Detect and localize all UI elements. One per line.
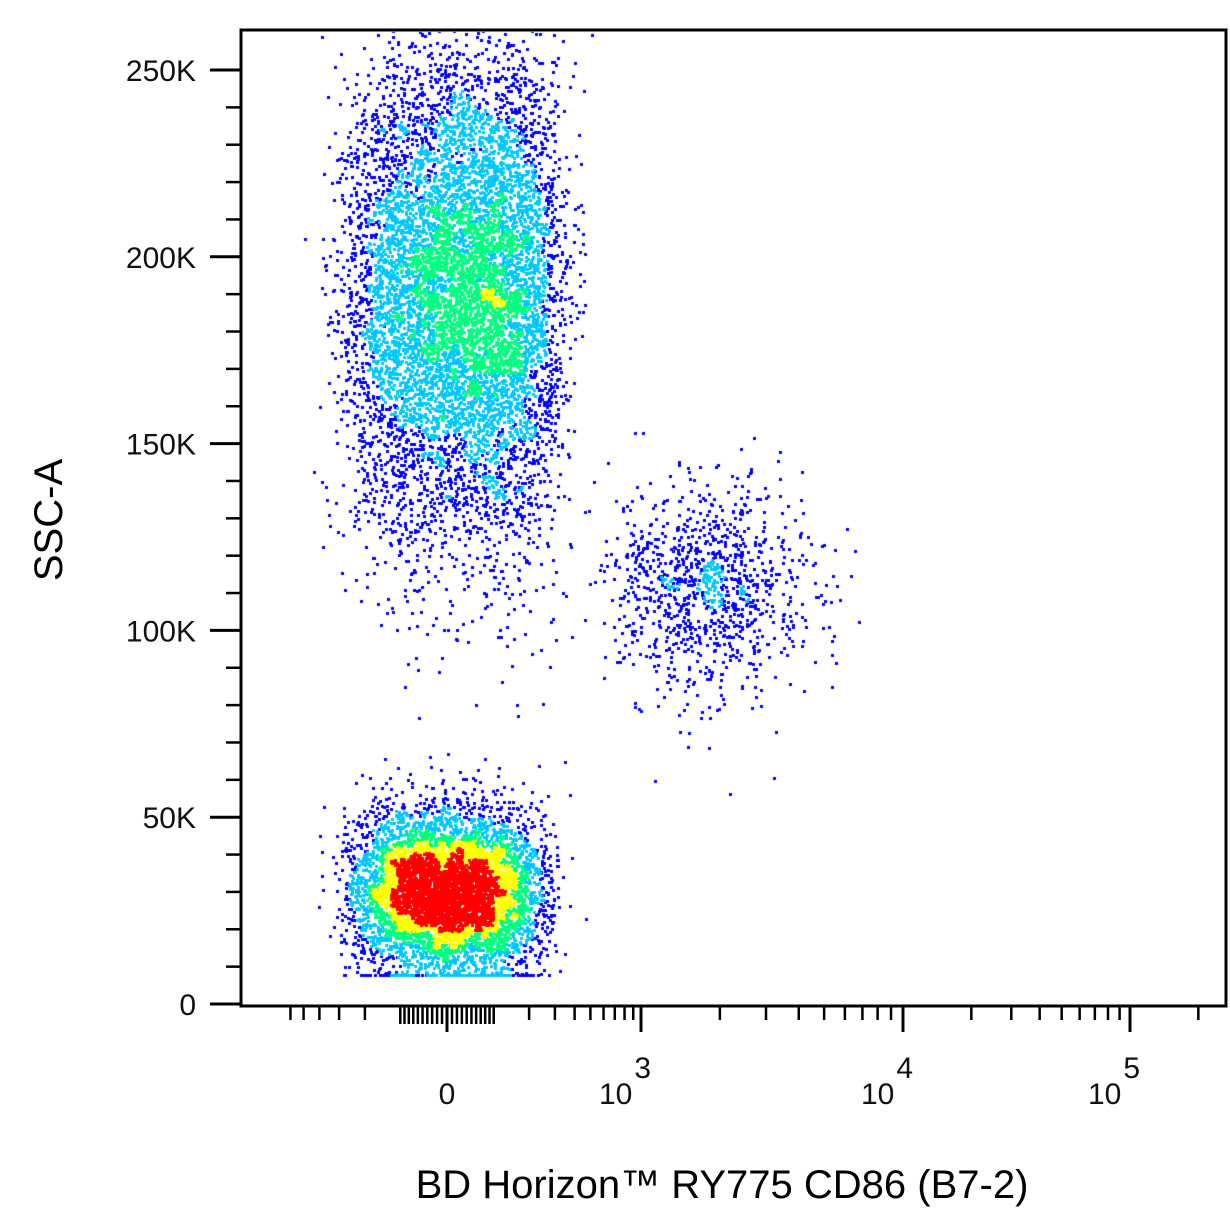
x-tick-label: 0 xyxy=(439,1078,456,1111)
y-axis-title: SSC-A xyxy=(27,459,71,582)
x-tick-label: 105 xyxy=(1088,1052,1140,1111)
y-tick-label: 200K xyxy=(126,242,196,275)
x-tick-label: 103 xyxy=(599,1052,651,1111)
y-tick-label: 150K xyxy=(126,429,196,462)
y-axis: 0 50K 100K 150K 200K 250K xyxy=(126,55,241,1022)
x-axis: 0 103 104 105 xyxy=(289,1006,1200,1111)
y-tick-label: 250K xyxy=(126,55,196,88)
x-tick-label: 104 xyxy=(861,1052,913,1111)
x-axis-title: BD Horizon™ RY775 CD86 (B7-2) xyxy=(416,1163,1029,1207)
y-tick-label: 50K xyxy=(143,802,196,835)
y-tick-label: 0 xyxy=(179,989,196,1022)
y-tick-label: 100K xyxy=(126,615,196,648)
